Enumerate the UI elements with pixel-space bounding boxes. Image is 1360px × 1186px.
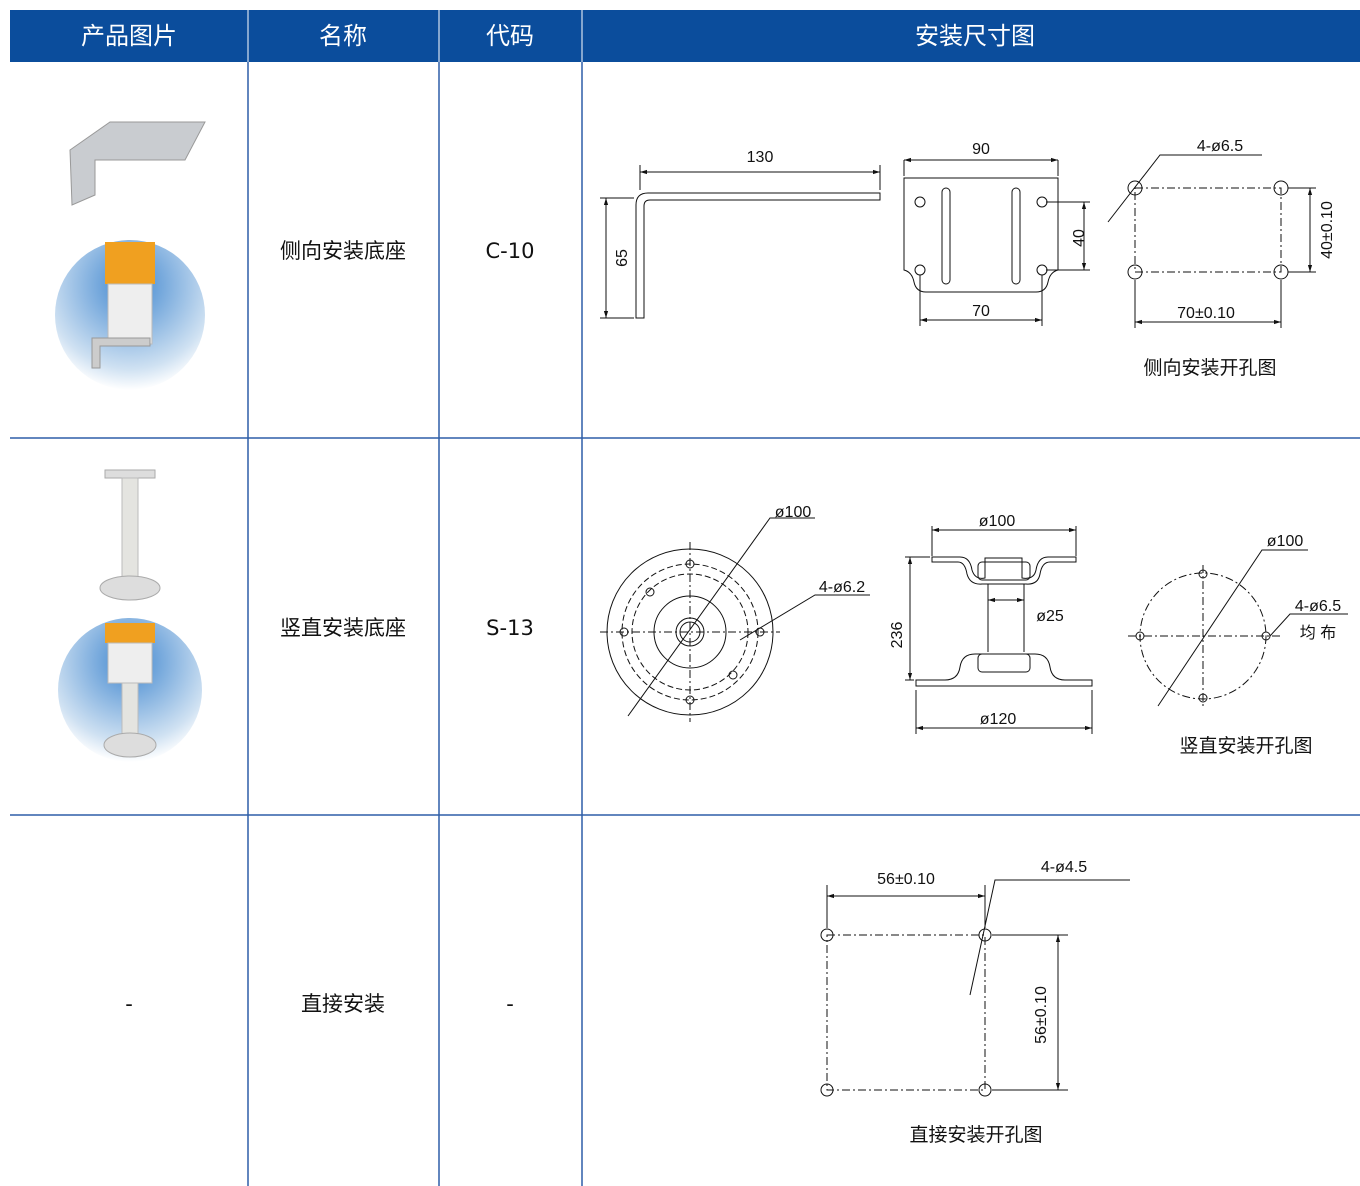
- drawing-circle: [1127, 264, 1143, 280]
- drawing-path: [627, 517, 815, 717]
- drawing-circle: [820, 1083, 834, 1097]
- drawing-circle: [820, 928, 834, 942]
- drawing-path: [903, 177, 1059, 293]
- dimension-label: 40: [1071, 229, 1088, 247]
- drawing-path: [931, 556, 1077, 585]
- drawing-rect: [977, 653, 1031, 673]
- dimension-label: 4-ø6.2: [819, 579, 865, 596]
- dimension-label: 65: [614, 249, 631, 267]
- dimension-label: 56±0.10: [1033, 986, 1050, 1044]
- drawing-rect: [977, 561, 1031, 581]
- dimension-label: 40±0.10: [1319, 201, 1336, 259]
- dimension-label: 均 布: [1300, 624, 1336, 642]
- drawing-rect: [121, 477, 139, 584]
- drawing-circle: [1135, 631, 1145, 641]
- drawing-ellipse: [103, 732, 157, 758]
- drawing-path: [1157, 549, 1308, 707]
- dimension-drawing: [600, 517, 1348, 734]
- dimension-drawing: [820, 879, 1130, 1097]
- drawing-circle: [1036, 196, 1048, 208]
- dimension-label: ø100: [775, 504, 812, 521]
- dimension-label: 4-ø6.5: [1197, 138, 1243, 155]
- drawing-ellipse: [99, 575, 161, 601]
- name-cell: 侧向安装底座: [280, 239, 406, 263]
- drawing-path: [969, 879, 1130, 996]
- drawing-path: [635, 192, 881, 319]
- drawing-rect: [107, 642, 153, 684]
- image-cell: -: [125, 992, 133, 1016]
- code-cell: -: [506, 992, 514, 1016]
- product-image: [58, 469, 202, 762]
- dimension-label: 90: [972, 141, 990, 158]
- code-cell: C-10: [486, 239, 535, 263]
- dimension-label: ø25: [1036, 608, 1064, 625]
- drawing-circle: [978, 1083, 992, 1097]
- header-cell: 代码: [486, 22, 534, 50]
- header-cell: 名称: [319, 22, 367, 50]
- drawing-circle: [621, 563, 759, 701]
- dimension-label: 4-ø6.5: [1295, 598, 1341, 615]
- drawing-circle: [978, 928, 992, 942]
- drawing-rect: [1134, 187, 1282, 273]
- drawing-circle: [1036, 264, 1048, 276]
- header-cell: 产品图片: [81, 22, 177, 50]
- drawing-circle: [685, 559, 695, 569]
- dimension-drawing: [600, 154, 1316, 328]
- drawing-path: [915, 653, 1093, 687]
- drawing-rect: [105, 242, 155, 284]
- drawing-circle: [1198, 569, 1208, 579]
- drawing-circle: [645, 587, 655, 597]
- drawing-rect: [105, 623, 155, 643]
- dimension-label: 70: [972, 303, 990, 320]
- drawing-circle: [685, 695, 695, 705]
- drawing-caption: 侧向安装开孔图: [1143, 357, 1276, 379]
- dimension-label: 70±0.10: [1177, 305, 1235, 322]
- dimension-label: ø100: [979, 513, 1016, 530]
- dimension-label: ø100: [1267, 533, 1304, 550]
- drawing-circle: [728, 670, 738, 680]
- drawing-rect: [941, 187, 951, 285]
- drawing-rect: [121, 682, 139, 739]
- dimension-label: 4-ø4.5: [1041, 859, 1087, 876]
- dimension-label: 236: [889, 622, 906, 649]
- dimension-label: ø120: [980, 711, 1017, 728]
- drawing-circle: [619, 627, 629, 637]
- drawing-circle: [1127, 180, 1143, 196]
- drawing-rect: [1011, 187, 1021, 285]
- drawing-path: [91, 337, 151, 369]
- drawing-path: [1107, 154, 1262, 223]
- drawing-circle: [914, 196, 926, 208]
- drawing-caption: 直接安装开孔图: [909, 1124, 1042, 1146]
- drawing-circle: [914, 264, 926, 276]
- drawing-caption: 竖直安装开孔图: [1179, 735, 1312, 757]
- drawing-rect: [826, 934, 986, 1091]
- drawing-rect: [104, 469, 156, 479]
- drawing-rect: [107, 283, 153, 345]
- drawing-path: [739, 594, 870, 641]
- dimension-label: 130: [747, 149, 774, 166]
- name-cell: 竖直安装底座: [280, 616, 406, 640]
- header-bar: [10, 10, 1360, 62]
- header-cell: 安装尺寸图: [915, 22, 1035, 50]
- drawing-path: [1269, 613, 1348, 637]
- drawing-path: [69, 121, 206, 206]
- code-cell: S-13: [486, 616, 534, 640]
- name-cell: 直接安装: [301, 992, 385, 1016]
- product-image: [55, 121, 206, 390]
- dimension-label: 56±0.10: [877, 871, 935, 888]
- drawing-circle: [1198, 693, 1208, 703]
